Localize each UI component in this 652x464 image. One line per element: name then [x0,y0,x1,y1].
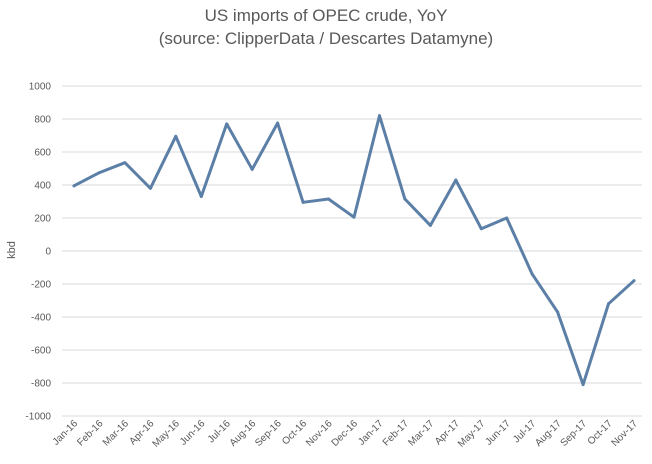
data-point [327,197,331,201]
data-point [72,184,76,188]
y-tick-labels: 1000 800 600 400 200 0 -200 -400 -600 -800 -1000 [25,82,51,423]
x-tick-label: May-17 [456,418,488,450]
data-point [276,121,280,125]
x-tick-label: Nov-16 [304,418,335,449]
x-tick-label: Aug-17 [533,418,564,449]
chart-subtitle: (source: ClipperData / Descartes Datamyn… [158,29,494,48]
chart-title: US imports of OPEC crude, YoY [204,6,448,25]
data-point [225,122,229,126]
x-tick-label: Sep-16 [253,418,284,449]
gridlines [62,85,642,417]
data-point [479,227,483,231]
data-point [428,223,432,227]
x-tick-label: Nov-17 [610,418,641,449]
x-tick-label: Jan-16 [51,418,81,448]
y-tick-label: -1000 [25,412,51,423]
y-tick-label: -400 [31,313,51,324]
data-point [403,197,407,201]
chart-title-block: US imports of OPEC crude, YoY (source: C… [0,4,652,50]
x-tick-label: Aug-16 [228,418,259,449]
series-line [72,114,636,387]
data-point [301,200,305,204]
data-point [505,216,509,220]
x-tick-label: Jun-16 [178,418,208,448]
x-tick-label: Feb-17 [381,418,411,448]
x-tick-label: May-16 [151,418,183,450]
x-tick-labels: Jan-16Feb-16Mar-16Apr-16May-16Jun-16Jul-… [51,418,641,450]
data-point [123,161,127,165]
y-axis-label: kbd [6,241,18,259]
x-tick-label: Jun-17 [483,418,513,448]
y-tick-label: 1000 [29,82,52,93]
x-tick-label: Mar-16 [101,418,131,448]
data-point [148,186,152,190]
data-point [530,272,534,276]
y-tick-label: 0 [45,247,51,258]
x-tick-label: Jan-17 [356,418,386,448]
data-point [377,114,381,118]
data-point [97,171,101,175]
x-tick-label: Dec-16 [330,418,361,449]
data-point [581,383,585,387]
series-layer [72,114,636,387]
data-point [556,310,560,314]
y-tick-label: -200 [31,280,51,291]
y-tick-label: 200 [34,214,51,225]
y-tick-label: -800 [31,379,51,390]
data-point [454,178,458,182]
y-tick-label: 400 [34,181,51,192]
x-tick-label: Feb-16 [75,418,105,448]
data-point [352,215,356,219]
y-tick-label: -600 [31,346,51,357]
x-tick-label: Sep-17 [559,418,590,449]
y-tick-label: 800 [34,115,51,126]
data-point [607,302,611,306]
data-point [250,167,254,171]
data-point [632,279,636,283]
y-tick-label: 600 [34,148,51,159]
data-point [174,134,178,138]
x-tick-label: Mar-17 [406,418,436,448]
data-point [199,195,203,199]
